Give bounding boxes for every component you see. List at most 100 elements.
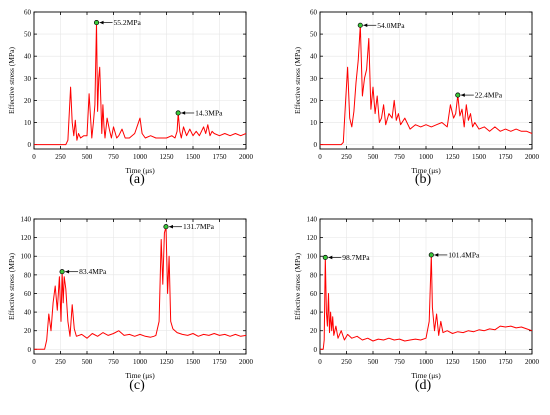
chart-panel-3: 0 250 500 750 1000 1250 1500 1750 2000 0 20 40 60 80 1… [7,216,254,394]
peak-arrowhead [460,93,465,97]
peak-marker [175,110,181,116]
y-tick-label: 60 [310,290,318,298]
peak-marker [93,20,100,26]
series-line [320,254,533,350]
y-tick-label: 0 [314,346,318,354]
panel-label: (b) [415,172,432,187]
y-tick-label: 0 [28,141,32,149]
x-axis-label: Time (μs) [125,166,155,175]
y-axis-label: Effective stress (MPa) [7,47,16,114]
x-tick-label: 250 [341,358,352,366]
y-tick-label: 20 [24,97,32,105]
x-tick-label: 1000 [419,358,434,366]
series-line [34,226,247,350]
y-tick-label: 80 [310,271,318,279]
y-tick-label: 20 [310,327,318,335]
y-tick-label: 10 [310,119,318,127]
x-tick-label: 500 [368,358,379,366]
x-tick-label: 2000 [525,358,540,366]
y-tick-label: 0 [314,141,318,149]
y-tick-label: 60 [24,9,32,17]
x-tick-label: 1250 [446,358,461,366]
panel-label: (d) [415,378,432,393]
peak-marker [428,252,434,258]
y-tick-label: 140 [307,216,318,224]
y-tick-label: 40 [310,53,318,61]
y-axis-label: Effective stress (MPa) [293,47,302,114]
peak-label: 55.2MPa [114,18,142,27]
peak-marker [163,224,169,230]
y-tick-label: 120 [21,234,32,242]
peak-arrowhead [328,255,333,260]
x-tick-label: 750 [108,358,119,366]
y-tick-label: 10 [24,119,32,127]
peak-label: 101.4MPa [448,250,480,259]
y-tick-label: 120 [307,234,318,242]
x-tick-label: 1250 [160,153,175,161]
x-tick-label: 250 [55,358,66,366]
x-tick-label: 1000 [133,153,148,161]
x-tick-label: 0 [32,153,36,161]
peak-arrowhead [434,253,439,257]
peak-arrowhead [99,20,104,25]
peak-arrowhead [168,224,173,229]
y-tick-label: 50 [24,31,32,39]
x-tick-label: 0 [318,153,322,161]
peak-marker [322,254,328,261]
x-tick-label: 500 [82,358,93,366]
x-tick-label: 750 [394,358,405,366]
y-tick-label: 40 [24,309,32,317]
peak-marker [357,22,363,28]
peak-label: 22.4MPa [475,91,503,100]
chart-panel-2: 0 250 500 750 1000 1250 1500 1750 2000 0 10 20 30 40 5… [293,9,540,188]
y-tick-label: 40 [310,309,318,317]
y-tick-label: 50 [310,31,318,39]
x-tick-label: 750 [394,153,405,161]
y-tick-label: 140 [21,216,32,224]
x-tick-label: 0 [32,358,36,366]
x-tick-label: 1750 [213,153,228,161]
y-tick-label: 0 [28,346,32,354]
peak-label: 83.4MPa [79,267,107,276]
peak-arrowhead [65,269,70,274]
y-tick-label: 60 [310,9,318,17]
x-tick-label: 1500 [186,153,201,161]
peak-label: 98.7MPa [342,253,370,262]
x-tick-label: 250 [55,153,66,161]
x-tick-label: 1750 [213,358,228,366]
x-axis-label: Time (μs) [411,166,441,175]
peak-label: 54.0MPa [377,21,405,30]
series-line [34,22,247,146]
x-tick-label: 500 [368,153,379,161]
peak-marker [455,92,461,98]
peak-marker [59,269,65,275]
x-tick-label: 1750 [499,153,514,161]
y-tick-label: 100 [307,253,318,261]
panel-label: (c) [129,378,145,393]
x-tick-label: 1750 [499,358,514,366]
y-tick-label: 20 [310,97,318,105]
x-tick-label: 250 [341,153,352,161]
peak-arrowhead [181,111,186,115]
x-tick-label: 1250 [160,358,175,366]
peak-label: 14.3MPa [195,108,223,117]
panel-label: (a) [129,172,145,187]
x-axis-label: Time (μs) [125,371,155,380]
y-tick-label: 20 [24,327,32,335]
peak-label: 131.7MPa [183,222,215,231]
x-tick-label: 2000 [239,358,254,366]
x-tick-label: 0 [318,358,322,366]
y-axis-label: Effective stress (MPa) [293,253,302,320]
y-tick-label: 100 [21,253,32,261]
y-tick-label: 80 [24,271,32,279]
y-axis-label: Effective stress (MPa) [7,253,16,320]
y-tick-label: 60 [24,290,32,298]
x-tick-label: 1250 [446,153,461,161]
y-tick-label: 30 [24,75,32,83]
x-tick-label: 1500 [472,153,487,161]
x-tick-label: 1000 [133,358,148,366]
x-tick-label: 500 [82,153,93,161]
y-tick-label: 40 [24,53,32,61]
x-tick-label: 2000 [525,153,540,161]
